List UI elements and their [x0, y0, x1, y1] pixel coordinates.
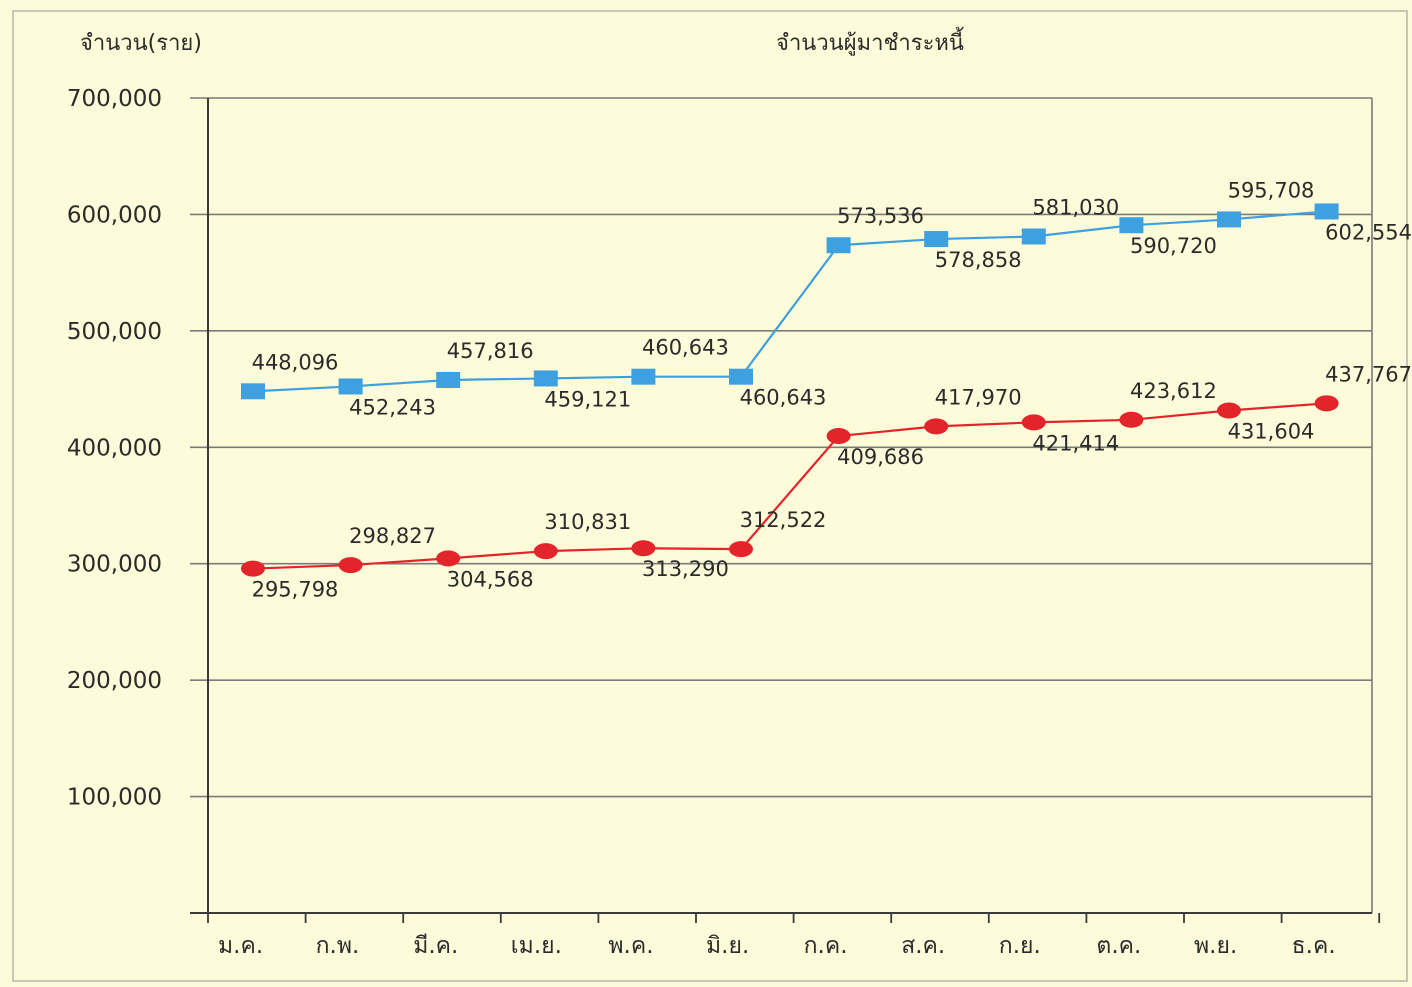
series-0-marker-11 — [1314, 203, 1339, 220]
series-0-marker-6 — [826, 237, 851, 254]
y-tick-label-4: 500,000 — [67, 319, 162, 345]
x-tick-label-10: พ.ย. — [1194, 933, 1237, 959]
x-tick-label-4: พ.ค. — [608, 933, 653, 959]
series-0-marker-5 — [729, 368, 753, 385]
series-1-marker-10 — [1217, 402, 1241, 419]
x-tick-label-6: ก.ค. — [804, 933, 848, 959]
y-tick-label-3: 400,000 — [67, 435, 162, 461]
series-1-marker-6 — [826, 428, 851, 445]
series-1-marker-3 — [533, 543, 558, 560]
series-0-marker-2 — [436, 371, 461, 388]
series-1-data-label-6: 409,686 — [837, 445, 924, 469]
x-tick-label-11: ธ.ค. — [1292, 933, 1336, 959]
series-1-data-label-7: 417,970 — [935, 385, 1022, 409]
series-0-data-label-1: 452,243 — [349, 395, 436, 419]
series-0-data-label-5: 460,643 — [740, 386, 827, 410]
y-tick-label-6: 700,000 — [67, 86, 162, 112]
series-0-data-label-7: 578,858 — [935, 248, 1022, 272]
series-1-data-label-2: 304,568 — [447, 567, 534, 591]
axes: 100,000 200,000 300,000 400,000 500,000 600,0… — [67, 86, 1381, 959]
series-line-1 — [252, 402, 1327, 570]
series-1-marker-8 — [1021, 414, 1046, 431]
series-0-marker-10 — [1217, 211, 1241, 228]
series-1-data-label-5: 312,522 — [740, 508, 827, 532]
series-1-data-label-0: 295,798 — [252, 578, 339, 602]
series-1-marker-4 — [631, 540, 656, 557]
series-1-data-label-1: 298,827 — [349, 524, 436, 548]
series-1-marker-1 — [338, 557, 363, 574]
x-tick-label-7: ส.ค. — [901, 933, 945, 959]
series-0-marker-7 — [924, 231, 949, 248]
series-0-data-label-11: 602,554 — [1325, 220, 1412, 244]
y-tick-label-2: 300,000 — [67, 552, 162, 578]
series-1-data-label-10: 431,604 — [1228, 419, 1315, 443]
series-0-data-label-8: 581,030 — [1032, 196, 1119, 220]
y-axis-title: จำนวน(ราย) — [80, 31, 202, 56]
x-tick-label-9: ต.ค. — [1096, 933, 1141, 959]
series-0-data-label-3: 459,121 — [544, 387, 631, 411]
series-1-marker-9 — [1119, 411, 1144, 428]
series-0-marker-9 — [1119, 217, 1144, 234]
series-0-marker-0 — [241, 383, 265, 400]
x-tick-label-3: เม.ย. — [511, 933, 562, 959]
series-line-0 — [252, 210, 1327, 393]
series-0-marker-1 — [338, 378, 363, 395]
series-1-data-label-4: 313,290 — [642, 557, 729, 581]
series-0-marker-3 — [533, 370, 558, 387]
series-0-data-label-10: 595,708 — [1228, 178, 1315, 202]
x-tick-label-0: ม.ค. — [218, 933, 263, 959]
x-tick-label-8: ก.ย. — [999, 933, 1041, 959]
series-1-marker-7 — [924, 418, 949, 435]
series-0-marker-8 — [1021, 228, 1046, 245]
series-0-data-label-9: 590,720 — [1130, 234, 1217, 258]
x-tick-label-2: มี.ค. — [413, 933, 458, 959]
series-0-data-label-2: 457,816 — [447, 339, 534, 363]
grid-lines — [190, 97, 1372, 798]
series-0-data-label-0: 448,096 — [252, 350, 339, 374]
chart-frame — [12, 10, 1408, 982]
series-1-data-label-11: 437,767 — [1325, 362, 1412, 386]
series-group: 448,096 452,243 457,816 459,121 460,643 460,6… — [241, 178, 1412, 602]
y-tick-label-1: 200,000 — [67, 668, 162, 694]
x-tick-label-5: มิ.ย. — [706, 933, 749, 959]
series-0-data-label-4: 460,643 — [642, 336, 729, 360]
series-0-marker-4 — [631, 368, 656, 385]
series-1-data-label-9: 423,612 — [1130, 379, 1217, 403]
x-tick-label-1: ก.พ. — [316, 933, 360, 959]
series-1-data-label-3: 310,831 — [544, 510, 631, 534]
series-0-data-label-6: 573,536 — [837, 204, 924, 228]
series-1-data-label-8: 421,414 — [1032, 431, 1119, 455]
series-1-marker-5 — [729, 541, 753, 558]
y-tick-label-5: 600,000 — [67, 202, 162, 228]
y-tick-label-0: 100,000 — [67, 785, 162, 811]
series-1-marker-2 — [436, 550, 461, 567]
series-1-marker-11 — [1314, 395, 1339, 412]
chart-title: จำนวนผู้มาชำระหนี้ — [776, 27, 964, 56]
series-1-marker-0 — [241, 560, 265, 577]
